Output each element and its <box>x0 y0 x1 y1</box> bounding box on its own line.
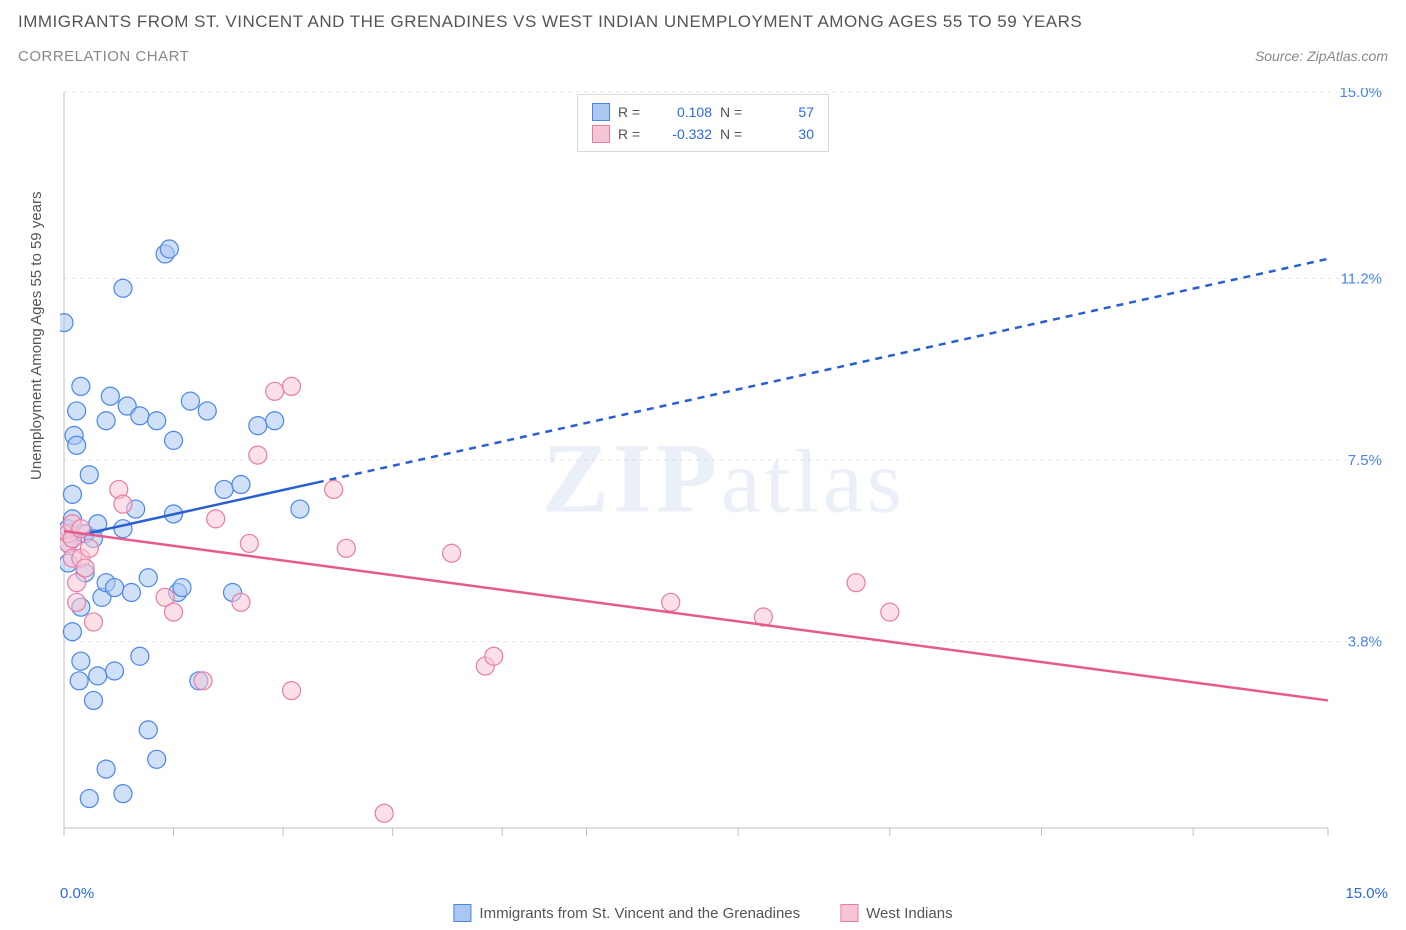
data-point <box>283 682 301 700</box>
data-point <box>72 652 90 670</box>
data-point <box>80 790 98 808</box>
data-point <box>131 647 149 665</box>
legend-item: West Indians <box>840 904 952 922</box>
data-point <box>215 480 233 498</box>
data-point <box>181 392 199 410</box>
n-label: N = <box>720 126 748 142</box>
data-point <box>60 314 73 332</box>
axis-origin-label: 0.0% <box>60 885 94 902</box>
legend-swatch <box>453 904 471 922</box>
y-grid-label: 3.8% <box>1348 634 1382 651</box>
data-point <box>283 377 301 395</box>
data-point <box>114 279 132 297</box>
data-point <box>266 382 284 400</box>
data-point <box>80 539 98 557</box>
data-point <box>232 593 250 611</box>
y-grid-label: 11.2% <box>1341 270 1382 287</box>
data-point <box>122 583 140 601</box>
data-point <box>106 662 124 680</box>
source-prefix: Source: <box>1255 48 1307 64</box>
data-point <box>68 402 86 420</box>
data-point <box>198 402 216 420</box>
legend-swatch <box>592 103 610 121</box>
n-label: N = <box>720 104 748 120</box>
legend-swatch <box>592 125 610 143</box>
data-point <box>232 476 250 494</box>
data-point <box>847 574 865 592</box>
correlation-legend: R = 0.108 N = 57 R = -0.332 N = 30 <box>577 94 829 152</box>
data-point <box>249 446 267 464</box>
data-point <box>266 412 284 430</box>
data-point <box>68 593 86 611</box>
legend-row: R = -0.332 N = 30 <box>592 123 814 145</box>
legend-item: Immigrants from St. Vincent and the Gren… <box>453 904 800 922</box>
legend-row: R = 0.108 N = 57 <box>592 101 814 123</box>
data-point <box>68 436 86 454</box>
data-point <box>148 412 166 430</box>
data-point <box>63 623 81 641</box>
data-point <box>148 750 166 768</box>
chart-plot-area: 3.8%7.5%11.2%15.0% ZIPatlas <box>60 88 1388 868</box>
data-point <box>165 603 183 621</box>
data-point <box>106 579 124 597</box>
r-value: 0.108 <box>654 104 712 120</box>
data-point <box>114 520 132 538</box>
data-point <box>131 407 149 425</box>
y-grid-label: 7.5% <box>1348 452 1382 469</box>
legend-label: Immigrants from St. Vincent and the Gren… <box>479 905 800 922</box>
data-point <box>114 785 132 803</box>
data-point <box>139 569 157 587</box>
legend-swatch <box>840 904 858 922</box>
data-point <box>72 377 90 395</box>
data-point <box>337 539 355 557</box>
data-point <box>114 495 132 513</box>
data-point <box>194 672 212 690</box>
data-point <box>485 647 503 665</box>
data-point <box>291 500 309 518</box>
data-point <box>139 721 157 739</box>
chart-subtitle: CORRELATION CHART <box>18 48 189 65</box>
data-point <box>63 485 81 503</box>
data-point <box>101 387 119 405</box>
data-point <box>84 691 102 709</box>
data-point <box>375 804 393 822</box>
r-label: R = <box>618 104 646 120</box>
scatter-plot-svg: 3.8% 7.5% 11.2% 15.0% <box>60 88 1388 868</box>
source-credit: Source: ZipAtlas.com <box>1255 48 1388 64</box>
data-point <box>76 559 94 577</box>
legend-label: West Indians <box>866 905 952 922</box>
data-point <box>97 412 115 430</box>
r-label: R = <box>618 126 646 142</box>
data-point <box>443 544 461 562</box>
source-name: ZipAtlas.com <box>1307 48 1388 64</box>
series-legend: Immigrants from St. Vincent and the Gren… <box>453 904 952 922</box>
n-value: 30 <box>756 126 814 142</box>
data-point <box>881 603 899 621</box>
axis-xmax-label: 15.0% <box>1345 885 1388 902</box>
data-point <box>84 613 102 631</box>
data-point <box>97 760 115 778</box>
data-point <box>80 466 98 484</box>
data-point <box>70 672 88 690</box>
r-value: -0.332 <box>654 126 712 142</box>
data-point <box>325 480 343 498</box>
y-grid-label: 15.0% <box>1339 88 1382 101</box>
data-point <box>249 417 267 435</box>
data-point <box>173 579 191 597</box>
n-value: 57 <box>756 104 814 120</box>
y-axis-label: Unemployment Among Ages 55 to 59 years <box>28 191 45 480</box>
data-point <box>160 240 178 258</box>
data-point <box>89 667 107 685</box>
data-point <box>662 593 680 611</box>
data-point <box>165 431 183 449</box>
chart-title: IMMIGRANTS FROM ST. VINCENT AND THE GREN… <box>18 12 1082 32</box>
data-point <box>207 510 225 528</box>
data-point <box>240 534 258 552</box>
